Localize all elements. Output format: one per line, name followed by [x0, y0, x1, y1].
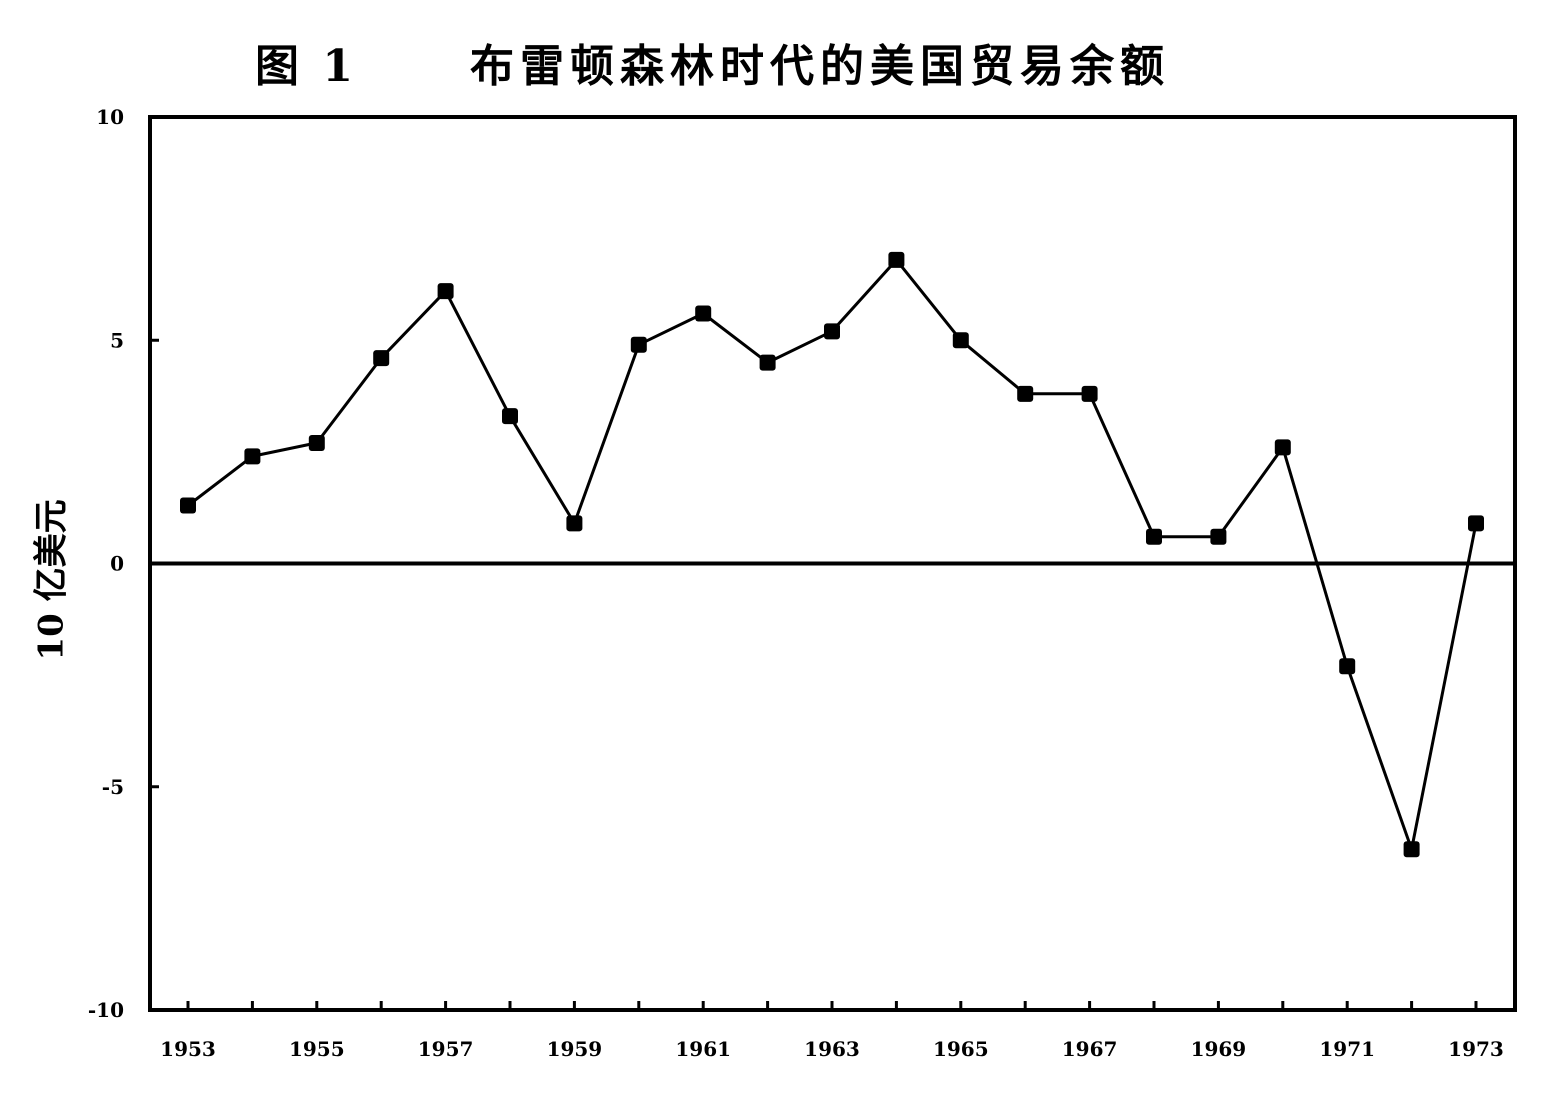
- data-point: [824, 323, 840, 340]
- series-markers: [180, 251, 1484, 858]
- series-line: [187, 258, 1478, 851]
- x-tick-label: 1965: [933, 1037, 989, 1061]
- x-tick-label: 1961: [675, 1037, 731, 1061]
- y-tick-label: 0: [110, 552, 124, 576]
- axis-ticks: 10 5 0 -5 -10 1953 1955 1957 1959 1961 1963 1965 196…: [88, 105, 1504, 1061]
- data-point: [759, 354, 776, 371]
- data-point: [1210, 528, 1227, 545]
- data-point: [373, 350, 390, 367]
- data-point: [695, 305, 712, 322]
- data-point: [1274, 439, 1291, 456]
- trade-balance-line: [187, 258, 1478, 851]
- data-point: [180, 497, 196, 514]
- x-tick-label: 1959: [547, 1037, 603, 1061]
- x-tick-label: 1973: [1448, 1037, 1504, 1061]
- chart-title: 布雷顿森林时代的美国贸易余额: [470, 41, 1170, 92]
- data-point: [1146, 528, 1162, 545]
- data-point: [952, 332, 969, 349]
- x-tick-label: 1957: [418, 1037, 474, 1061]
- data-point: [502, 408, 518, 425]
- y-tick-label: -5: [102, 775, 124, 799]
- x-tick-label: 1953: [160, 1037, 216, 1061]
- x-tick-label: 1963: [804, 1037, 860, 1061]
- x-tick-label: 1969: [1191, 1037, 1247, 1061]
- title-row: 图 1 布雷顿森林时代的美国贸易余额: [0, 30, 1541, 100]
- data-point: [244, 448, 261, 465]
- data-point: [1468, 515, 1484, 532]
- data-point: [308, 434, 325, 451]
- data-point: [630, 336, 647, 353]
- y-tick-label: 5: [110, 328, 124, 352]
- y-tick-label: 10: [96, 105, 124, 129]
- x-tick-label: 1955: [289, 1037, 345, 1061]
- data-point: [566, 515, 583, 532]
- data-point: [1081, 385, 1098, 402]
- data-point: [888, 251, 905, 268]
- data-point: [1403, 841, 1420, 858]
- data-point: [437, 283, 454, 300]
- plot-frame: [148, 115, 1517, 1012]
- figure-number: 图 1: [255, 41, 357, 92]
- data-point: [1339, 658, 1356, 675]
- y-tick-label: -10: [88, 998, 124, 1022]
- x-tick-label: 1971: [1319, 1037, 1375, 1061]
- data-point: [1017, 385, 1034, 402]
- x-tick-label: 1967: [1062, 1037, 1118, 1061]
